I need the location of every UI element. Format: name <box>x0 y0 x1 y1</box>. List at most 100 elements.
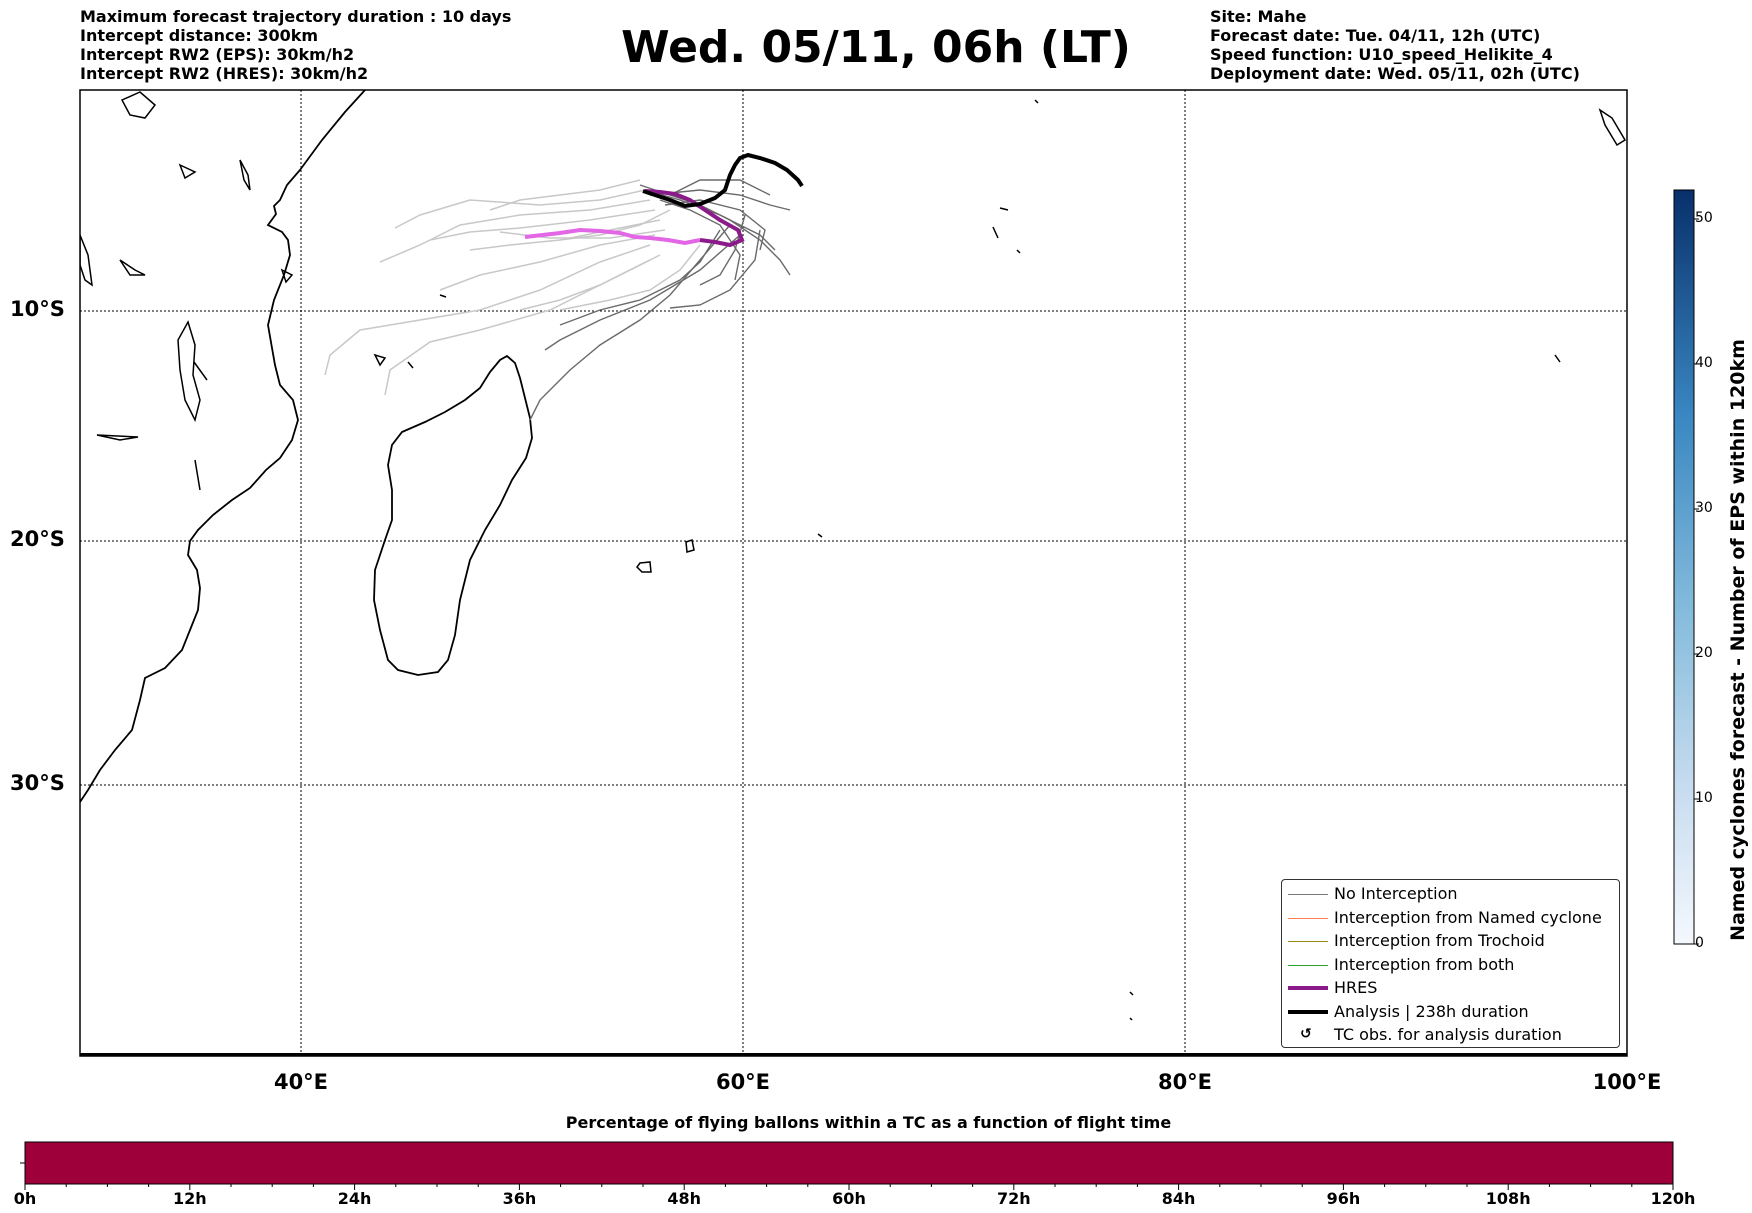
comoros-island <box>194 459 201 491</box>
comoros-island <box>119 259 146 276</box>
seychelles-island <box>1129 991 1134 996</box>
eps-trajectory <box>659 199 741 281</box>
lon-label: 60°E <box>715 1070 771 1094</box>
legend-label: Interception from Named cyclone <box>1334 907 1602 927</box>
header-left-line: Intercept RW2 (EPS): 30km/h2 <box>80 45 355 64</box>
seychelles-island <box>1034 99 1039 104</box>
flight-time-bar-title: Percentage of flying ballons within a TC… <box>565 1113 1172 1132</box>
time-tick-label: 12h <box>172 1189 207 1208</box>
header-left-line: Maximum forecast trajectory duration : 1… <box>80 7 512 26</box>
hres-trajectory <box>524 227 701 246</box>
legend-item: No Interception <box>1282 883 1619 907</box>
header-right: Site: Mahe Forecast date: Tue. 04/11, 12… <box>1210 7 1580 83</box>
comoros-island <box>373 353 387 367</box>
header-left-line: Intercept RW2 (HRES): 30km/h2 <box>80 64 369 83</box>
colorbar-tick-label: 10 <box>1695 790 1713 806</box>
eps-trajectory <box>669 179 771 196</box>
colorbar-tick-label: 40 <box>1695 355 1713 371</box>
seychelles-island <box>439 294 447 298</box>
reunion-island <box>636 561 652 573</box>
flight-time-bar <box>24 1141 1674 1185</box>
legend-swatch <box>1288 964 1328 966</box>
legend-item: Interception from both <box>1282 954 1619 978</box>
header-right-line: Site: Mahe <box>1210 7 1307 26</box>
time-tick-label: 24h <box>337 1189 372 1208</box>
eps-trajectory <box>664 199 766 251</box>
mauritius-island <box>685 539 695 553</box>
seychelles-island <box>1554 354 1561 363</box>
header-right-line: Deployment date: Wed. 05/11, 02h (UTC) <box>1210 64 1580 83</box>
comoros-island <box>120 91 157 119</box>
page-title: Wed. 05/11, 06h (LT) <box>621 22 1131 73</box>
header-right-line: Speed function: U10_speed_Helikite_4 <box>1210 45 1553 64</box>
eps-trajectory <box>379 199 651 263</box>
lon-label: 80°E <box>1157 1070 1213 1094</box>
legend-swatch <box>1288 941 1328 942</box>
lat-label: 10°S <box>10 297 65 321</box>
seychelles-island <box>1598 108 1627 147</box>
comoros-island <box>96 434 139 441</box>
seychelles-island <box>1016 249 1021 254</box>
eps-trajectory <box>544 234 741 351</box>
map-frame-bottom <box>80 1053 1627 1056</box>
eps-trajectory <box>559 209 671 241</box>
time-tick-label: 36h <box>502 1189 537 1208</box>
seychelles-island <box>817 533 823 538</box>
comoros-island <box>193 361 208 381</box>
legend-label: Interception from Trochoid <box>1334 931 1545 950</box>
eps-trajectory <box>649 189 791 211</box>
comoros-island <box>178 163 197 180</box>
time-tick-label: 96h <box>1326 1189 1361 1208</box>
islands <box>80 91 1627 1021</box>
tc-obs-icon: ↺ <box>1300 1026 1312 1042</box>
gridlines <box>80 90 1627 1056</box>
eps-trajectory <box>644 189 776 251</box>
time-tick-label: 108h <box>1485 1189 1531 1208</box>
legend-item: HRES <box>1282 977 1619 1001</box>
seychelles-island <box>992 226 999 239</box>
hres-trajectory <box>644 189 745 248</box>
eps-trajectory <box>394 189 646 229</box>
eps-trajectory <box>559 229 721 326</box>
eps-trajectory <box>559 244 701 311</box>
legend-label: Interception from both <box>1334 954 1515 974</box>
legend-label: HRES <box>1334 978 1378 997</box>
time-tick-label: 120h <box>1650 1189 1696 1208</box>
colorbar-tick-label: 30 <box>1695 500 1713 516</box>
legend-item: Interception from Named cyclone <box>1282 907 1619 931</box>
header-right-line: Forecast date: Tue. 04/11, 12h (UTC) <box>1210 26 1541 45</box>
legend-item: Analysis | 238h duration <box>1282 1001 1619 1025</box>
madagascar <box>373 354 533 676</box>
colorbar-tick-label: 50 <box>1695 210 1713 226</box>
colorbar-label: Named cyclones forecast - Number of EPS … <box>1727 339 1749 941</box>
cyclone-colorbar <box>1673 189 1695 945</box>
legend-swatch <box>1288 1009 1328 1014</box>
seychelles-island <box>999 207 1009 211</box>
header-left-line: Intercept distance: 300km <box>80 26 319 45</box>
comoros-island <box>407 361 414 369</box>
eps-trajectory <box>489 179 641 211</box>
colorbar-tick-label: 0 <box>1695 935 1704 951</box>
flight-time-ticks <box>24 1184 1674 1190</box>
lat-label: 20°S <box>10 527 65 551</box>
legend-swatch <box>1288 917 1328 919</box>
header-left: Maximum forecast trajectory duration : 1… <box>80 7 511 83</box>
eps-trajectory <box>439 234 656 291</box>
legend-swatch <box>1288 894 1328 895</box>
map-legend: No Interception Interception from Named … <box>1281 879 1620 1048</box>
comoros-island <box>177 320 201 423</box>
time-tick-label: 84h <box>1161 1189 1196 1208</box>
legend-swatch <box>1288 986 1328 990</box>
legend-label: TC obs. for analysis duration <box>1334 1025 1562 1044</box>
comoros-island <box>80 234 93 287</box>
legend-item: Interception from Trochoid <box>1282 930 1619 954</box>
comoros-island <box>239 159 251 191</box>
cyclone-colorbar-ticks <box>1694 218 1699 945</box>
time-tick-label: 72h <box>996 1189 1031 1208</box>
legend-item: ↺ TC obs. for analysis duration <box>1282 1024 1619 1048</box>
comoros-island <box>280 268 294 284</box>
colorbar-tick-label: 20 <box>1695 645 1713 661</box>
eps-trajectory <box>669 229 761 309</box>
time-tick-label: 0h <box>13 1189 37 1208</box>
time-tick-label: 60h <box>832 1189 866 1208</box>
